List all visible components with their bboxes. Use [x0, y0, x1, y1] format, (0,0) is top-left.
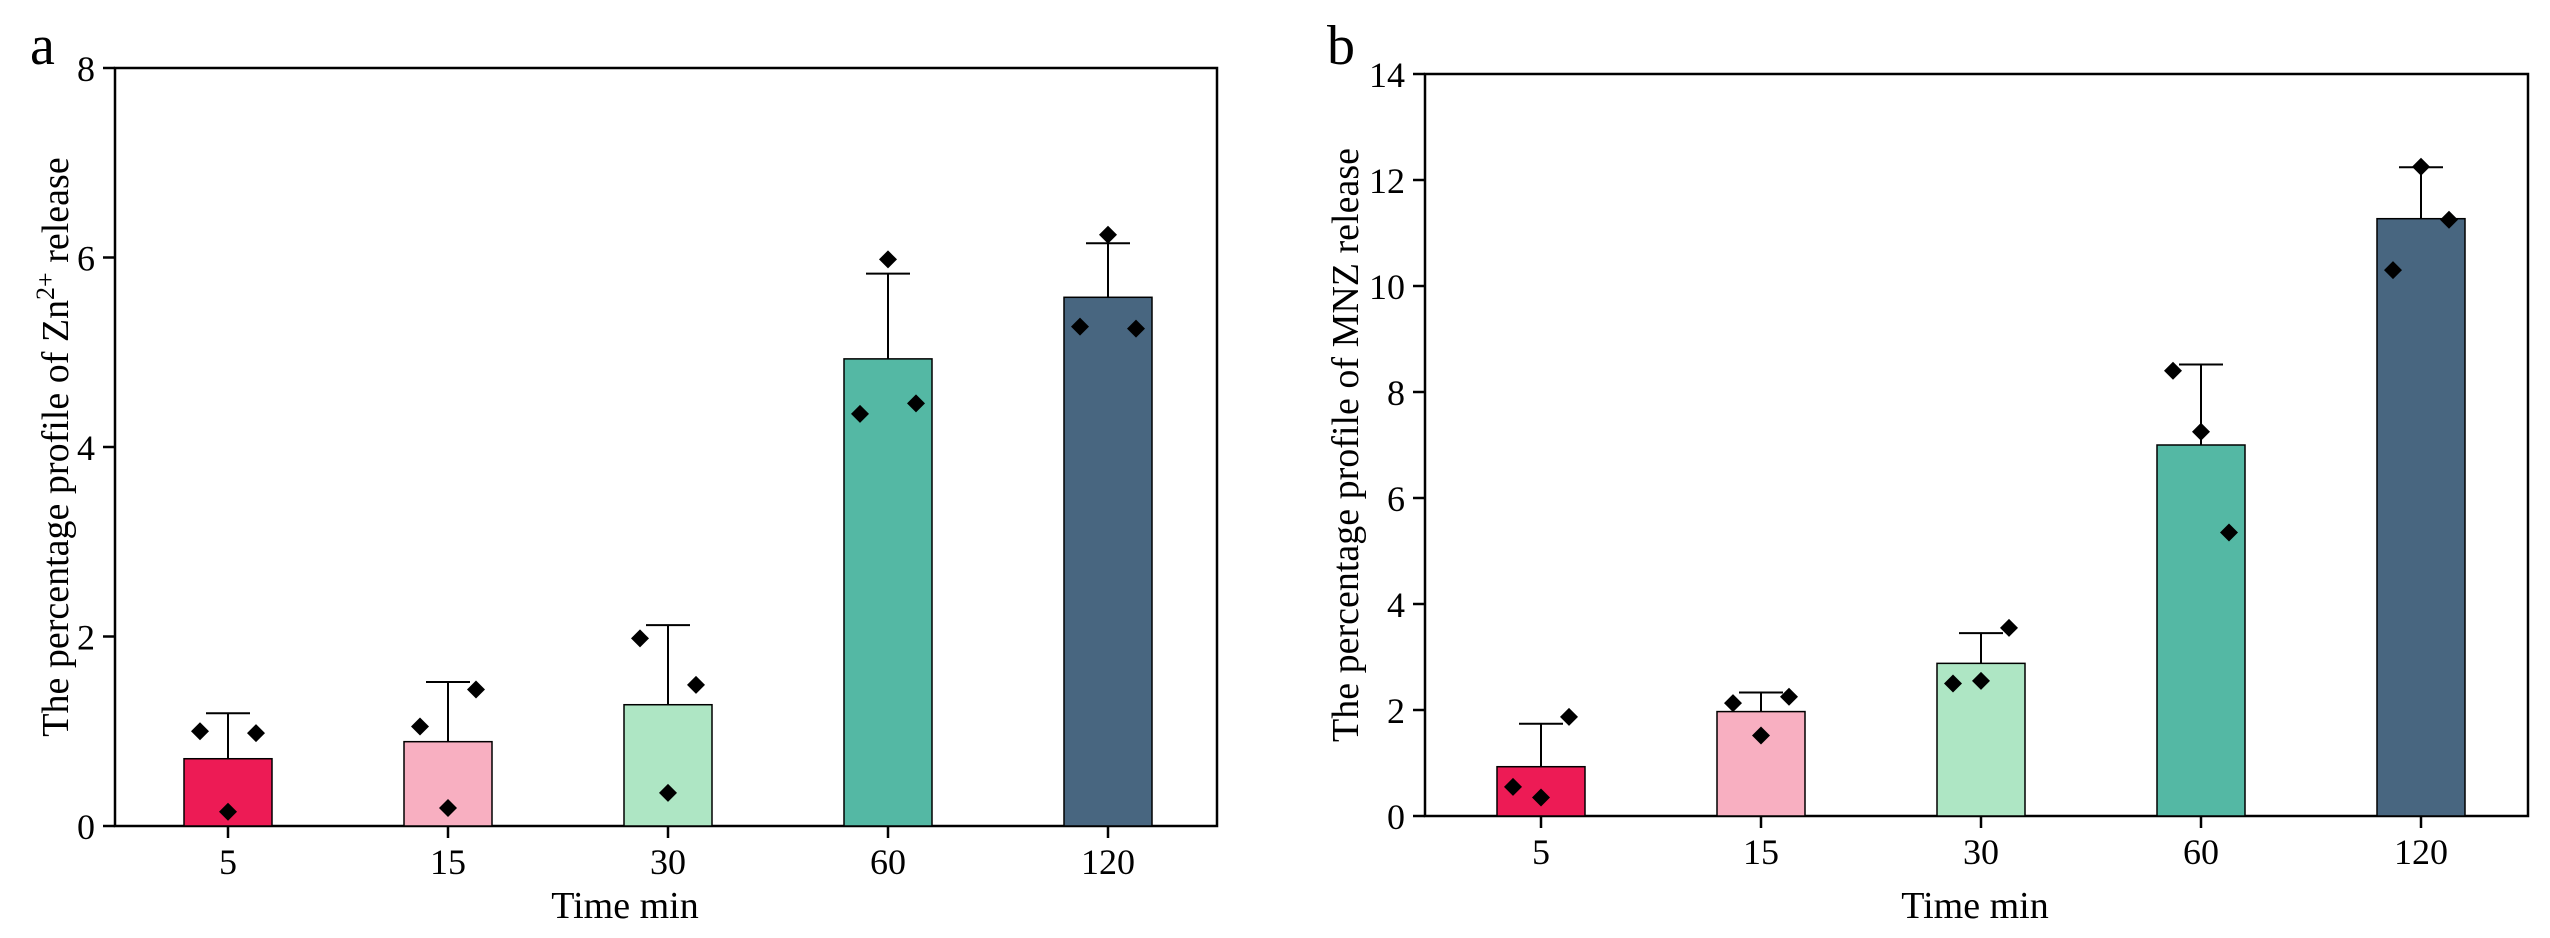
panel-b-ytick-label: 2: [1387, 691, 1405, 731]
panel-b-bar: [2156, 444, 2246, 817]
panel-a-xtick-label: 30: [650, 842, 686, 882]
panel-a-data-point: [439, 798, 457, 817]
panel-a-xtick-label: 5: [219, 842, 237, 882]
panel-a-label: a: [30, 15, 55, 77]
panel-a-data-point: [659, 783, 677, 802]
panel-b-data-point: [2220, 523, 2238, 542]
panel-a-data-point: [219, 802, 237, 821]
panel-a-bar: [1063, 296, 1153, 827]
panel-a-xtick-label: 60: [870, 842, 906, 882]
panel-b-xtick-label: 5: [1532, 832, 1550, 872]
panel-b-data-point: [2412, 157, 2430, 176]
panel-b-data-point: [1532, 788, 1550, 807]
panel-a-ylabel: The percentage profile of Zn2+ release: [31, 157, 77, 736]
panel-b-data-point: [1972, 671, 1990, 690]
panel-b: b Time min The percentage profile of MNZ…: [1325, 15, 2530, 927]
panel-b-data-point: [2192, 422, 2210, 441]
panel-a-data-point: [1099, 225, 1117, 244]
panel-b-ytick-label: 6: [1387, 479, 1405, 519]
panel-a-ytick-label: 8: [77, 49, 95, 89]
panel-a-data-point: [411, 717, 429, 736]
panel-b-data-point: [1752, 726, 1770, 745]
panel-b-data-point: [1504, 777, 1522, 796]
panel-a-data-point: [467, 680, 485, 699]
panel-b-ytick-label: 10: [1369, 267, 1405, 307]
panel-a-bar: [843, 358, 933, 827]
panel-b-data-point: [1724, 694, 1742, 713]
panel-a-data-point: [851, 404, 869, 423]
panel-b-xtick-label: 60: [2183, 832, 2219, 872]
panel-b-data-point: [1560, 707, 1578, 726]
panel-a-data-point: [191, 722, 209, 741]
panel-a-bar: [623, 703, 713, 827]
panel-a-data-point: [1127, 319, 1145, 338]
panel-b-bar: [2376, 217, 2466, 817]
panel-b-xtick-label: 30: [1963, 832, 1999, 872]
panel-b-marks: 0 2 4 6 8 10 12 14 5 15 30 60 120: [1369, 55, 2466, 872]
panel-b-ytick-label: 8: [1387, 373, 1405, 413]
panel-a-xlabel: Time min: [551, 885, 698, 927]
panel-a-ytick-label: 2: [77, 618, 95, 658]
panel-a-ylabel-superscript: 2+: [31, 272, 60, 300]
panel-b-data-point: [2440, 210, 2458, 229]
panel-a-data-point: [631, 629, 649, 648]
panel-a-data-point: [879, 250, 897, 269]
panel-a-xtick-label: 120: [1081, 842, 1135, 882]
panel-a: a Time min The percentage profile of Zn2…: [30, 15, 1219, 927]
panel-a-data-point: [247, 724, 265, 743]
panel-b-data-point: [2164, 361, 2182, 380]
panel-a-ylabel-suffix: release: [35, 157, 77, 272]
panel-b-ytick-label: 4: [1387, 585, 1405, 625]
panel-a-data-point: [1071, 317, 1089, 336]
panel-a-ytick-label: 6: [77, 239, 95, 279]
panel-b-data-point: [1780, 687, 1798, 706]
panel-a-marks: 0 2 4 6 8 5 15 30 60 120: [77, 49, 1153, 882]
panel-b-xtick-label: 120: [2394, 832, 2448, 872]
panel-b-ylabel: The percentage profile of MNZ release: [1325, 148, 1367, 742]
panel-a-ylabel-main: The percentage profile of Zn: [35, 300, 77, 737]
panel-b-ytick-label: 14: [1369, 55, 1405, 95]
panel-b-data-point: [2384, 261, 2402, 280]
panel-b-xlabel: Time min: [1901, 885, 2048, 927]
panel-b-xtick-label: 15: [1743, 832, 1779, 872]
panel-a-xtick-label: 15: [430, 842, 466, 882]
panel-b-data-point: [1944, 674, 1962, 693]
panel-a-data-point: [907, 394, 925, 413]
panel-b-label: b: [1327, 15, 1355, 77]
panel-b-ytick-label: 12: [1369, 161, 1405, 201]
panel-b-ytick-label: 0: [1387, 797, 1405, 837]
panel-a-ytick-label: 4: [77, 428, 95, 468]
panel-b-data-point: [2000, 618, 2018, 637]
panel-a-ytick-label: 0: [77, 807, 95, 847]
panel-a-data-point: [687, 675, 705, 694]
